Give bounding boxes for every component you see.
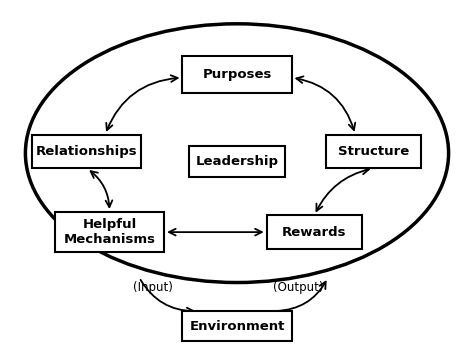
Text: Leadership: Leadership: [195, 155, 279, 168]
FancyBboxPatch shape: [182, 56, 292, 93]
FancyBboxPatch shape: [189, 146, 285, 177]
Text: Relationships: Relationships: [36, 145, 137, 158]
Text: Environment: Environment: [189, 320, 285, 333]
FancyBboxPatch shape: [326, 135, 421, 168]
Text: (Input): (Input): [133, 281, 173, 294]
Text: Structure: Structure: [338, 145, 409, 158]
FancyBboxPatch shape: [55, 212, 164, 252]
Text: Rewards: Rewards: [282, 226, 346, 239]
FancyBboxPatch shape: [32, 135, 141, 168]
Text: Purposes: Purposes: [202, 68, 272, 81]
FancyBboxPatch shape: [182, 311, 292, 341]
Text: Helpful
Mechanisms: Helpful Mechanisms: [64, 218, 155, 246]
FancyBboxPatch shape: [266, 215, 362, 249]
Text: (Output): (Output): [273, 281, 324, 294]
